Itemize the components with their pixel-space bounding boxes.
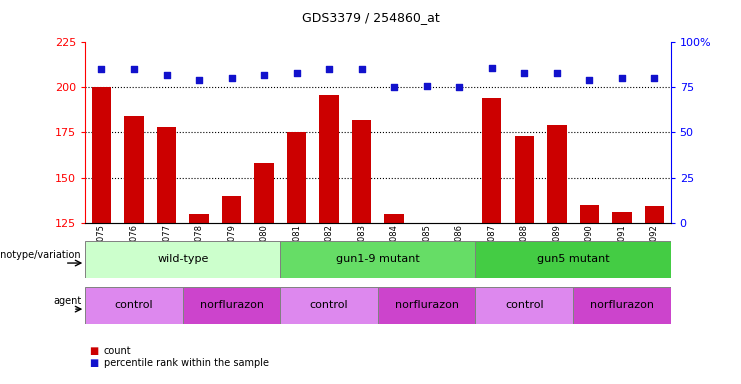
Point: [258, 72, 270, 78]
Bar: [92, 88, 111, 223]
Text: norflurazon: norflurazon: [199, 300, 264, 310]
Bar: [417, 223, 436, 228]
Bar: [280, 287, 378, 324]
Bar: [222, 196, 242, 223]
Bar: [482, 98, 502, 223]
Point: [388, 84, 400, 91]
Point: [648, 75, 660, 81]
Bar: [573, 287, 671, 324]
Point: [616, 75, 628, 81]
Text: control: control: [505, 300, 544, 310]
Bar: [124, 116, 144, 223]
Point: [551, 70, 562, 76]
Point: [96, 66, 107, 73]
Text: GDS3379 / 254860_at: GDS3379 / 254860_at: [302, 11, 439, 24]
Bar: [476, 241, 671, 278]
Text: gun1-9 mutant: gun1-9 mutant: [336, 254, 420, 264]
Text: gun5 mutant: gun5 mutant: [536, 254, 609, 264]
Point: [193, 77, 205, 83]
Point: [128, 66, 140, 73]
Bar: [157, 127, 176, 223]
Bar: [385, 214, 404, 223]
Point: [518, 70, 530, 76]
Point: [290, 70, 302, 76]
Bar: [645, 207, 664, 223]
Point: [323, 66, 335, 73]
Bar: [85, 287, 183, 324]
Text: agent: agent: [53, 296, 82, 306]
Point: [486, 65, 498, 71]
Text: norflurazon: norflurazon: [590, 300, 654, 310]
Point: [453, 84, 465, 91]
Bar: [85, 241, 280, 278]
Point: [421, 83, 433, 89]
Bar: [547, 125, 567, 223]
Text: control: control: [310, 300, 348, 310]
Text: ■: ■: [89, 346, 98, 356]
Point: [583, 77, 595, 83]
Point: [356, 66, 368, 73]
Bar: [352, 120, 371, 223]
Bar: [287, 132, 306, 223]
Point: [225, 75, 237, 81]
Text: control: control: [115, 300, 153, 310]
Text: norflurazon: norflurazon: [395, 300, 459, 310]
Bar: [319, 94, 339, 223]
Text: percentile rank within the sample: percentile rank within the sample: [104, 358, 269, 368]
Bar: [612, 212, 631, 223]
Bar: [280, 241, 476, 278]
Bar: [183, 287, 280, 324]
Text: wild-type: wild-type: [157, 254, 208, 264]
Text: genotype/variation: genotype/variation: [0, 250, 82, 260]
Bar: [514, 136, 534, 223]
Bar: [378, 287, 476, 324]
Bar: [476, 287, 573, 324]
Bar: [254, 163, 274, 223]
Point: [161, 72, 173, 78]
Bar: [579, 205, 599, 223]
Bar: [189, 214, 209, 223]
Bar: [450, 223, 469, 228]
Text: count: count: [104, 346, 131, 356]
Text: ■: ■: [89, 358, 98, 368]
